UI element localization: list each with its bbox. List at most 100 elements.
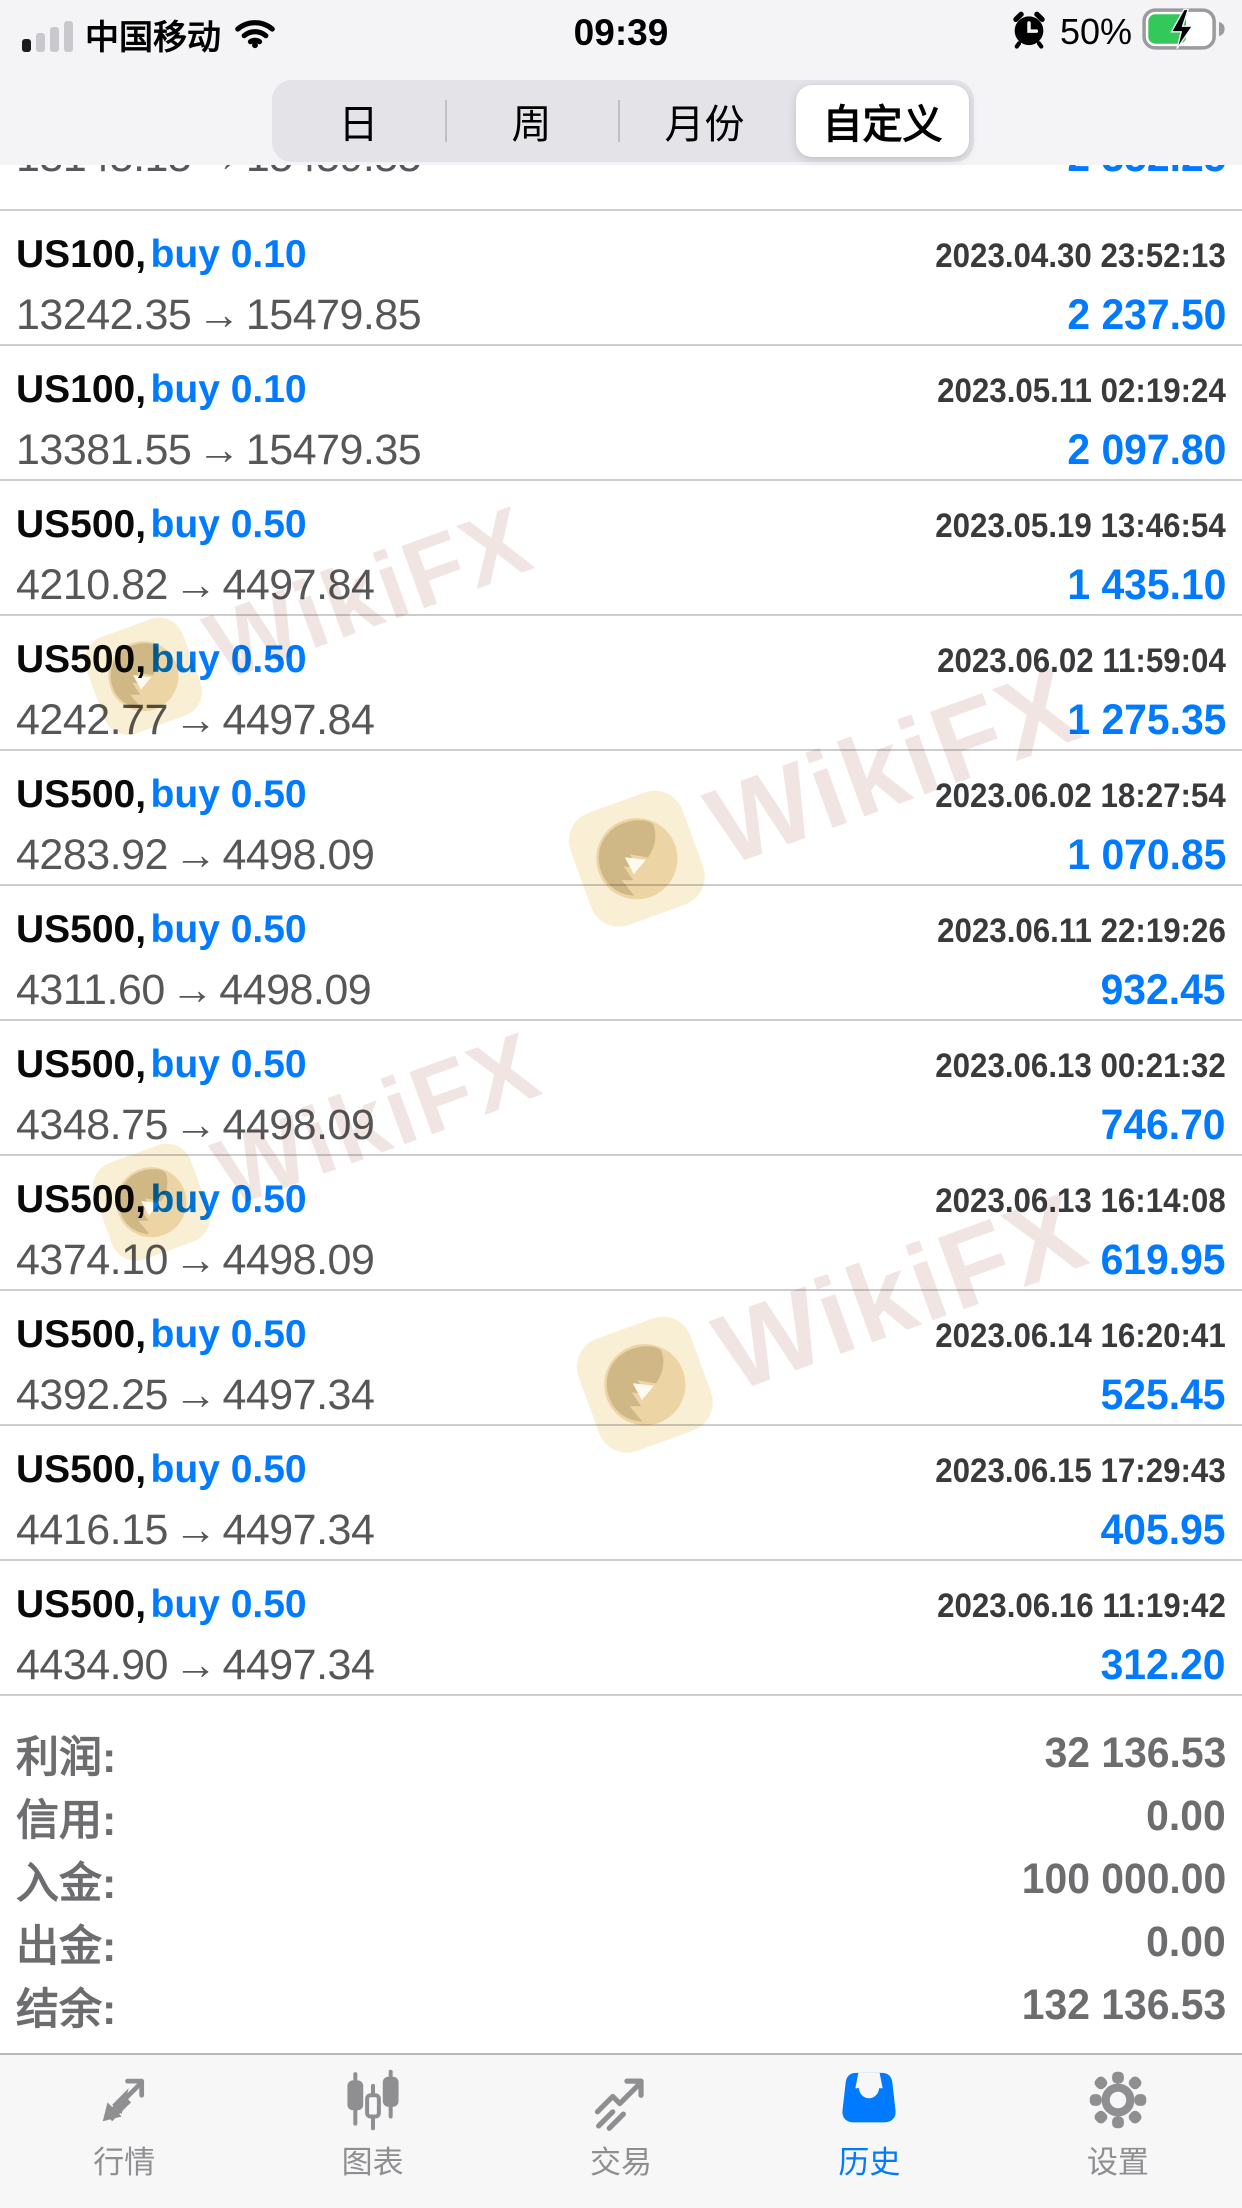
trade-datetime: 2023.06.14 16:20:41 <box>935 1317 1226 1355</box>
trade-datetime: 2023.06.15 17:29:43 <box>935 1452 1226 1490</box>
segment-month[interactable]: 月份 <box>618 80 791 162</box>
trade-side-volume: buy 0.50 <box>150 1313 307 1356</box>
arrow-icon: → <box>197 291 240 339</box>
trade-close-price: 4497.34 <box>222 1506 375 1554</box>
trade-datetime: 2023.06.02 18:27:54 <box>935 777 1226 815</box>
status-right: 50% <box>1008 8 1226 55</box>
trade-side-volume: buy 0.50 <box>150 773 307 816</box>
trade-prices: 4374.10 → 4498.09 <box>16 1236 375 1285</box>
battery-charging-icon <box>1142 8 1226 55</box>
tab-quotes[interactable]: 行情 <box>0 2055 248 2208</box>
quotes-icon <box>102 2078 145 2122</box>
trade-datetime: 2023.05.11 02:19:24 <box>937 372 1226 410</box>
summary-row: 结余: 132 136.53 <box>16 1974 1226 2037</box>
arrow-icon: → <box>173 1101 217 1149</box>
trade-datetime: 2023.06.13 16:14:08 <box>935 1182 1226 1220</box>
tab-label: 行情 <box>93 2145 156 2180</box>
trade-datetime: 2023.06.13 00:21:32 <box>935 1047 1226 1085</box>
arrow-icon: → <box>173 831 217 879</box>
trade-open-price: 13145.15 <box>16 165 192 181</box>
trade-symbol-side: US500, buy 0.50 <box>16 1313 307 1357</box>
trade-symbol-side: US500, buy 0.50 <box>16 773 307 817</box>
trade-profit: 2 237.50 <box>1066 291 1226 339</box>
trade-open-price: 13381.55 <box>16 426 192 474</box>
summary-value: 132 136.53 <box>1021 1981 1226 2029</box>
cellular-signal-icon <box>22 18 73 52</box>
arrow-icon: → <box>173 696 217 744</box>
tab-settings[interactable]: 设置 <box>994 2055 1242 2208</box>
trade-close-price: 4498.09 <box>222 1236 375 1284</box>
trade-prices: 13242.35 → 15479.85 <box>16 291 422 340</box>
trade-row[interactable]: US500, buy 0.50 2023.06.13 16:14:08 4374… <box>0 1156 1242 1291</box>
trade-prices: 13381.55 → 15479.35 <box>16 426 422 475</box>
battery-percent: 50% <box>1059 10 1132 52</box>
segment-week[interactable]: 周 <box>445 80 618 162</box>
trade-symbol: US500, <box>16 503 147 546</box>
trade-profit: 1 275.35 <box>1066 696 1226 744</box>
trade-history-list: 13145.15→15459.55 2 352.25 US100, buy 0.… <box>0 165 1242 2037</box>
trade-row[interactable]: US500, buy 0.50 2023.06.14 16:20:41 4392… <box>0 1291 1242 1426</box>
tab-history[interactable]: 历史 <box>745 2055 993 2208</box>
trade-row[interactable]: US500, buy 0.50 2023.06.02 11:59:04 4242… <box>0 616 1242 751</box>
status-left: 中国移动 <box>22 10 277 59</box>
trade-row[interactable]: US500, buy 0.50 2023.06.13 00:21:32 4348… <box>0 1021 1242 1156</box>
summary-label: 信用: <box>16 1796 117 1845</box>
summary-label: 利润: <box>16 1733 117 1782</box>
trade-symbol-side: US500, buy 0.50 <box>16 1178 307 1222</box>
trade-side-volume: buy 0.50 <box>150 908 307 951</box>
trade-row[interactable]: US500, buy 0.50 2023.06.11 22:19:26 4311… <box>0 886 1242 1021</box>
tab-charts[interactable]: 图表 <box>248 2055 496 2208</box>
trade-profit: 1 070.85 <box>1066 831 1226 879</box>
trade-open-price: 4434.90 <box>16 1641 168 1689</box>
trade-symbol: US100, <box>16 368 147 411</box>
trade-datetime: 2023.06.11 22:19:26 <box>937 912 1226 950</box>
trade-side-volume: buy 0.50 <box>150 503 307 546</box>
summary-row: 信用: 0.00 <box>16 1785 1226 1848</box>
trade-close-price: 4497.84 <box>222 696 375 744</box>
summary-row: 入金: 100 000.00 <box>16 1848 1226 1911</box>
trade-open-price: 4283.92 <box>16 831 168 879</box>
trade-profit: 619.95 <box>1101 1236 1226 1284</box>
trade-row-partial[interactable]: 13145.15→15459.55 2 352.25 <box>0 165 1242 211</box>
charts-icon <box>347 2069 399 2131</box>
trade-row[interactable]: US500, buy 0.50 2023.06.02 18:27:54 4283… <box>0 751 1242 886</box>
trade-row[interactable]: US500, buy 0.50 2023.05.19 13:46:54 4210… <box>0 481 1242 616</box>
trade-side-volume: buy 0.10 <box>150 233 307 276</box>
arrow-icon: → <box>173 1236 217 1284</box>
trade-prices: 4210.82 → 4497.84 <box>16 561 375 610</box>
trade-close-price: 4498.09 <box>222 1101 375 1149</box>
arrow-icon: → <box>173 561 217 609</box>
trade-close-price: 15479.35 <box>245 426 422 474</box>
trade-side-volume: buy 0.50 <box>150 1448 307 1491</box>
trade-profit: 525.45 <box>1101 1371 1226 1419</box>
tab-trade[interactable]: 交易 <box>497 2055 745 2208</box>
trade-open-price: 4416.15 <box>16 1506 168 1554</box>
segment-custom[interactable]: 自定义 <box>796 85 969 157</box>
arrow-icon: → <box>173 1506 217 1554</box>
trade-row[interactable]: US100, buy 0.10 2023.05.11 02:19:24 1338… <box>0 346 1242 481</box>
trade-side-volume: buy 0.50 <box>150 1178 307 1221</box>
trade-close-price: 15479.85 <box>245 291 422 339</box>
summary-label: 结余: <box>16 1985 117 2034</box>
trade-row[interactable]: US100, buy 0.10 2023.04.30 23:52:13 1324… <box>0 211 1242 346</box>
trade-row[interactable]: US500, buy 0.50 2023.06.15 17:29:43 4416… <box>0 1426 1242 1561</box>
summary-label: 入金: <box>16 1859 117 1908</box>
trade-symbol: US500, <box>16 1178 147 1221</box>
trade-datetime: 2023.05.19 13:46:54 <box>935 507 1226 545</box>
trade-symbol-side: US500, buy 0.50 <box>16 1583 307 1627</box>
summary-block: 利润: 32 136.53 信用: 0.00 入金: 100 000.00 出金… <box>0 1696 1242 2037</box>
period-segmented-control: 日 周 月份 自定义 <box>272 80 974 162</box>
trade-open-price: 13242.35 <box>16 291 192 339</box>
trade-symbol-side: US500, buy 0.50 <box>16 1448 307 1492</box>
segment-day[interactable]: 日 <box>338 103 379 147</box>
summary-row: 利润: 32 136.53 <box>16 1722 1226 1785</box>
trade-close-price: 4497.84 <box>222 561 375 609</box>
summary-value: 100 000.00 <box>1021 1855 1226 1903</box>
trade-row[interactable]: US500, buy 0.50 2023.06.16 11:19:42 4434… <box>0 1561 1242 1696</box>
trade-side-volume: buy 0.50 <box>150 1583 307 1626</box>
trade-close-price: 15459.55 <box>246 165 422 181</box>
trade-profit: 2 352.25 <box>1067 165 1226 182</box>
trade-symbol-side: US500, buy 0.50 <box>16 638 307 682</box>
trade-prices: 4242.77 → 4497.84 <box>16 696 375 745</box>
